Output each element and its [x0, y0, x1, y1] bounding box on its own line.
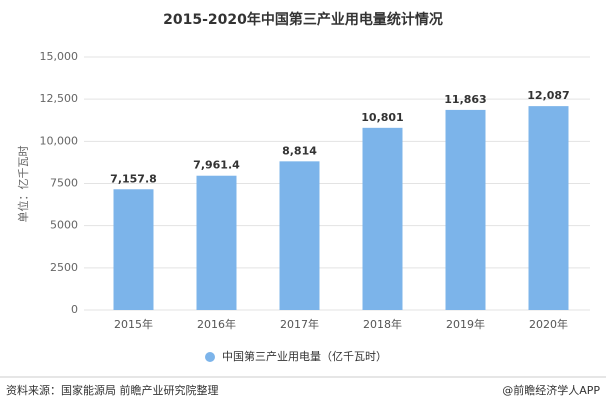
legend-swatch	[205, 352, 215, 362]
data-label: 7,961.4	[193, 159, 240, 172]
x-tick-label: 2016年	[197, 317, 236, 331]
bar	[279, 161, 320, 310]
x-tick-label: 2019年	[446, 317, 485, 331]
y-tick-label: 7500	[50, 177, 78, 190]
y-tick-label: 12,500	[40, 92, 79, 105]
data-label: 7,157.8	[110, 172, 157, 185]
x-tick-label: 2020年	[529, 317, 568, 331]
y-tick-label: 2500	[50, 261, 78, 274]
chart-title: 2015-2020年中国第三产业用电量统计情况	[163, 11, 443, 28]
footer-credit: @前瞻经济学人APP	[502, 383, 600, 397]
data-label: 10,801	[361, 111, 403, 124]
footer-source: 资料来源：国家能源局 前瞻产业研究院整理	[6, 383, 219, 397]
x-tick-label: 2017年	[280, 317, 319, 331]
bar	[113, 189, 154, 310]
bar	[362, 127, 403, 310]
bar	[445, 109, 486, 310]
y-tick-label: 10,000	[40, 134, 79, 147]
data-label: 8,814	[282, 144, 317, 157]
y-tick-label: 0	[71, 303, 78, 316]
bar	[528, 106, 569, 310]
x-tick-label: 2015年	[114, 317, 153, 331]
x-tick-label: 2018年	[363, 317, 402, 331]
bar	[196, 175, 237, 310]
data-label: 12,087	[527, 89, 569, 102]
data-label: 11,863	[444, 93, 486, 106]
y-tick-label: 5000	[50, 219, 78, 232]
y-axis-label: 单位：亿千瓦时	[16, 146, 30, 223]
legend-label: 中国第三产业用电量（亿千瓦时）	[222, 349, 387, 363]
y-tick-label: 15,000	[40, 50, 79, 63]
